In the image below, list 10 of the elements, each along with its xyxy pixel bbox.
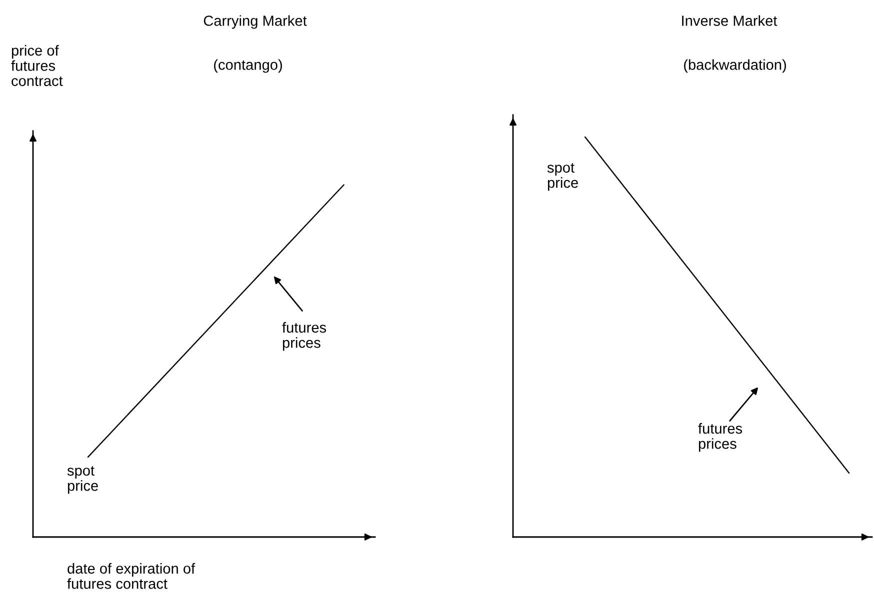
annotation: futures prices — [698, 423, 742, 452]
chart-subtitle: (backwardation) — [684, 59, 786, 73]
annotation: spot price — [67, 466, 98, 494]
chart-title: Carrying Market — [204, 15, 307, 29]
x-axis-title: date of expiration of futures contract — [67, 563, 196, 589]
annotation: spot price — [547, 163, 578, 191]
chart-subtitle: (contango) — [214, 59, 282, 73]
annotation: futures prices — [282, 322, 326, 351]
y-axis-title: price of futures contract — [11, 45, 63, 86]
chart-title: Inverse Market — [682, 15, 778, 26]
